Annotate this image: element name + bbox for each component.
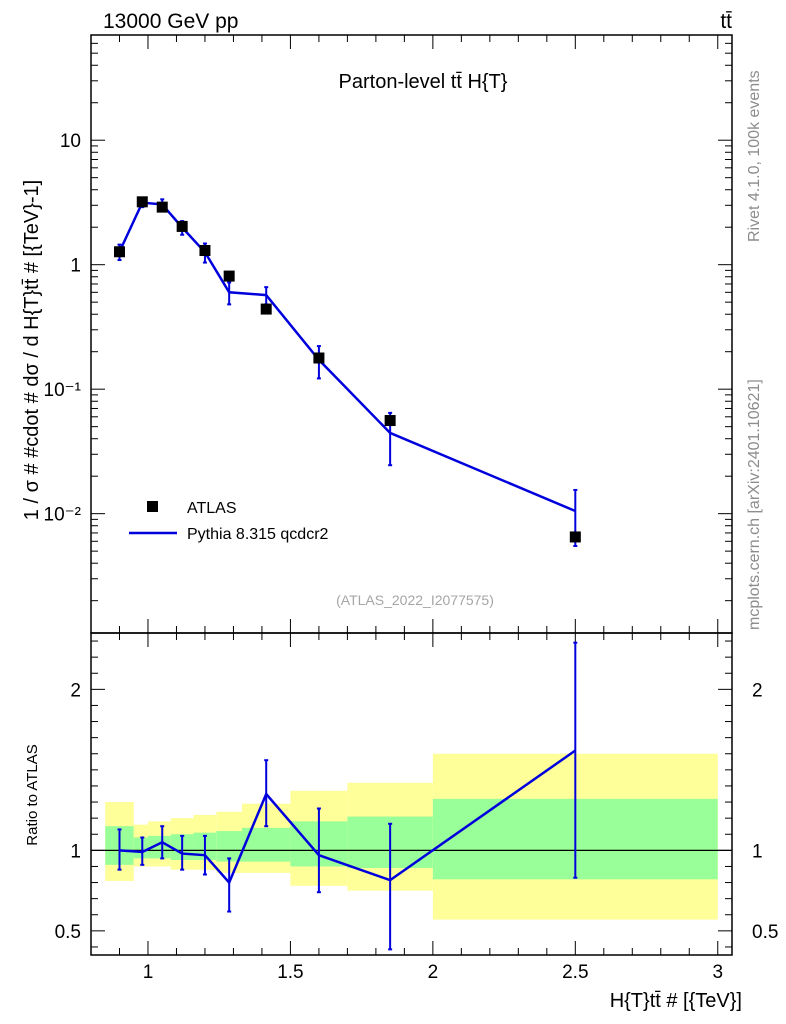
ratio-y-tick-label-left: 0.5: [55, 922, 81, 943]
ratio-y-tick-label-right: 0.5: [752, 922, 778, 943]
atlas-data-point: [199, 245, 211, 257]
x-tick-label: 1.5: [277, 962, 303, 983]
y-tick-label: 10⁻²: [44, 505, 82, 526]
atlas-data-point: [384, 415, 396, 427]
y-tick-label: 10: [60, 131, 81, 152]
y-axis-label: 1 / σ # #cdot # dσ / d H{T}tt̄ # [{TeV}-…: [21, 180, 43, 520]
ratio-y-tick-label-right: 1: [752, 841, 763, 862]
x-tick-label: 1: [143, 962, 154, 983]
legend: ATLAS Pythia 8.315 qcdcr2: [129, 500, 329, 543]
ratio-frame: [90, 632, 733, 956]
atlas-data-point: [569, 531, 581, 543]
uncertainty-band-green: [147, 835, 171, 859]
mcplots-source-label: mcplots.cern.ch [arXiv:2401.10621]: [746, 379, 763, 630]
ratio-panel: 1 1.5 2 2.5 3 0.5 0.5 1 1 2 2: [55, 632, 778, 983]
y-tick-label: 10⁻¹: [44, 380, 82, 401]
chart-title: Parton-level tt̄ H{T}: [339, 71, 508, 93]
x-tick-label: 3: [712, 962, 723, 983]
ratio-y-axis-label: Ratio to ATLAS: [24, 744, 41, 845]
ratio-y-tick-label-right: 2: [752, 680, 763, 701]
atlas-data-point: [313, 352, 325, 364]
x-tick-label: 2.5: [562, 962, 588, 983]
pythia-line: [118, 201, 576, 513]
y-tick-label: 1: [70, 256, 81, 277]
atlas-data-point: [260, 303, 272, 315]
atlas-data-point: [113, 246, 125, 258]
x-axis-label: H{T}tt̄ # [{TeV}]: [610, 990, 742, 1012]
ratio-y-tick-label-left: 1: [70, 841, 81, 862]
ratio-y-tick-label-left: 2: [70, 680, 81, 701]
atlas-data-point: [136, 196, 148, 208]
atlas-data-point: [176, 220, 188, 232]
collision-energy-label: 13000 GeV pp: [103, 10, 238, 33]
main-panel: 10 1 10⁻¹ 10⁻²: [44, 34, 733, 634]
legend-label-atlas: ATLAS: [187, 500, 237, 517]
legend-label-pythia: Pythia 8.315 qcdcr2: [187, 526, 329, 543]
atlas-data-point: [156, 201, 168, 213]
uncertainty-band-green: [216, 831, 242, 862]
legend-marker-atlas: [147, 501, 158, 512]
main-frame: [90, 34, 733, 634]
analysis-tag: (ATLAS_2022_I2077575): [336, 592, 494, 608]
ratio-line: [119, 749, 577, 885]
uncertainty-band-green: [133, 837, 148, 859]
x-tick-label: 2: [428, 962, 439, 983]
atlas-data-point: [223, 270, 235, 282]
process-label: tt̄: [720, 10, 732, 33]
rivet-version-label: Rivet 4.1.0, 100k events: [746, 70, 763, 242]
